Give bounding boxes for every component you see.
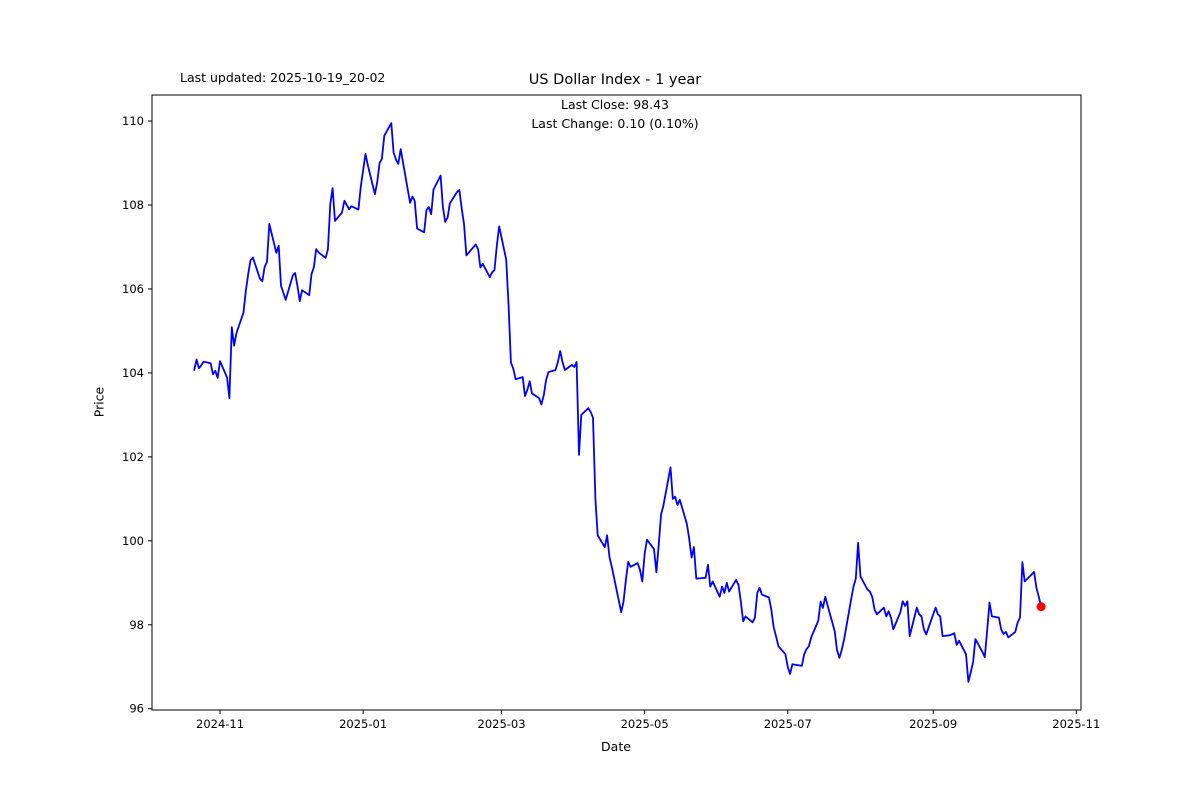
x-axis-label: Date (601, 739, 631, 754)
x-tick-label: 2025-11 (1052, 717, 1100, 731)
last-updated-annotation: Last updated: 2025-10-19_20-02 (180, 70, 386, 85)
y-tick-label: 98 (129, 618, 144, 632)
x-tick-label: 2025-03 (478, 717, 526, 731)
y-tick-label: 104 (122, 366, 144, 380)
y-tick-label: 106 (122, 282, 144, 296)
y-tick-label: 110 (122, 114, 144, 128)
last-change-annotation: Last Change: 0.10 (0.10%) (531, 116, 699, 131)
y-tick-label: 96 (129, 702, 144, 716)
last-close-annotation: Last Close: 98.43 (560, 97, 670, 112)
y-tick-label: 100 (122, 534, 144, 548)
x-tick-label: 2025-07 (764, 717, 812, 731)
x-tick-label: 2025-09 (909, 717, 957, 731)
page-title: US Dollar Index - 1 year (528, 72, 702, 88)
y-tick-label: 108 (122, 198, 144, 212)
x-tick-label: 2025-01 (339, 717, 387, 731)
x-tick-label: 2024-11 (196, 717, 244, 731)
y-tick-label: 102 (122, 450, 144, 464)
x-tick-label: 2025-05 (621, 717, 669, 731)
axes-frame (151, 94, 1082, 711)
price-line (193, 122, 1042, 683)
last-close-marker (1036, 602, 1046, 612)
